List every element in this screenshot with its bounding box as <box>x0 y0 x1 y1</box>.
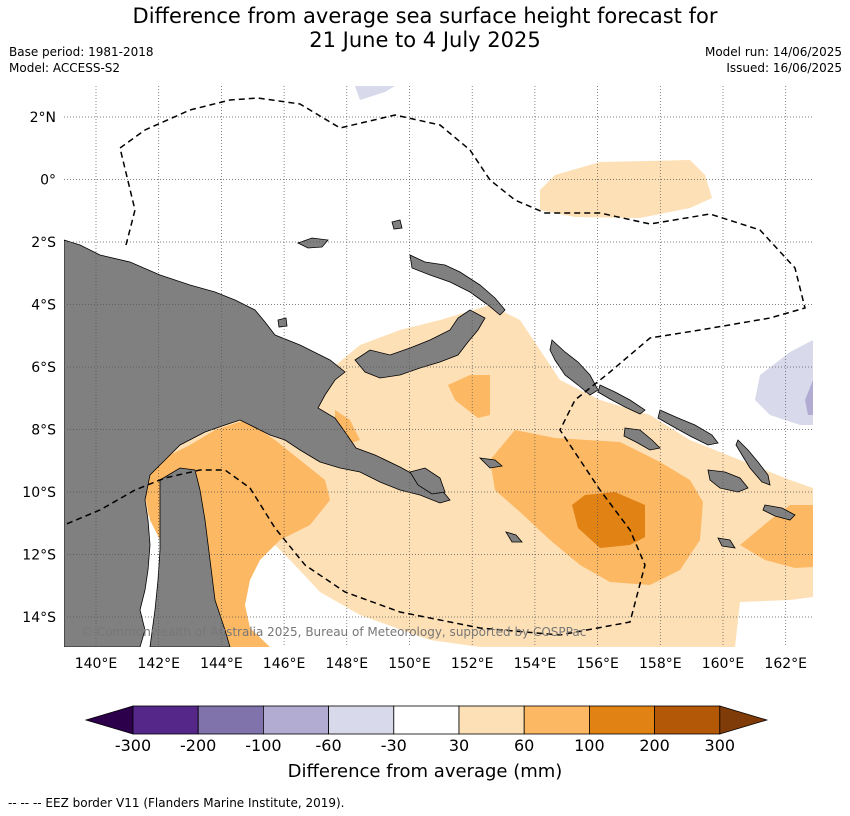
colorbar-tick-label: -30 <box>380 736 407 755</box>
eez-footnote: -- -- -- EEZ border V11 (Flanders Marine… <box>8 796 345 810</box>
colorbar-segment <box>458 705 525 735</box>
graticule <box>64 86 813 647</box>
colorbar-tick-label: 200 <box>639 736 670 755</box>
colorbar-tick-label: -60 <box>315 736 342 755</box>
new-guinea-landmass <box>64 239 451 647</box>
lat-tick-label: 6°S <box>31 360 56 376</box>
lon-tick-label: 158°E <box>639 656 682 672</box>
small-island-1 <box>391 219 403 230</box>
colorbar-tick-label: -100 <box>245 736 282 755</box>
colorbar-segment <box>654 705 721 735</box>
lon-tick-label: 142°E <box>137 656 180 672</box>
lon-tick-label: 154°E <box>514 656 557 672</box>
negative-anomaly-east <box>755 340 813 425</box>
colorbar-segment <box>132 705 199 735</box>
negative-anomaly-east-inner <box>805 380 813 415</box>
colorbar-tick-label: 300 <box>704 736 736 755</box>
lon-tick-label: 140°E <box>75 656 118 672</box>
lon-tick-label: 148°E <box>326 656 369 672</box>
model-run: Model run: 14/06/2025 <box>704 45 842 59</box>
positive-anomaly-core <box>572 492 645 548</box>
colorbar-segment <box>589 705 656 735</box>
negative-anomaly-north <box>355 86 395 100</box>
lat-tick-label: 2°N <box>30 110 56 126</box>
positive-anomaly-east <box>740 505 813 568</box>
small-island-3 <box>717 537 736 549</box>
new-britain-island <box>354 309 486 379</box>
louisiade-islands <box>478 457 503 469</box>
colorbar-tick-label: 100 <box>574 736 605 755</box>
copyright-notice: © Commonwealth of Australia 2025, Bureau… <box>81 625 587 639</box>
solomon-makira <box>762 504 796 521</box>
lon-tick-label: 146°E <box>263 656 306 672</box>
solomon-choiseul <box>597 384 646 415</box>
colorbar <box>84 705 769 735</box>
cape-york-landmass <box>149 467 231 647</box>
eez-border <box>63 97 806 636</box>
issued-date: Issued: 16/06/2025 <box>726 61 842 75</box>
lon-tick-label: 156°E <box>576 656 619 672</box>
solomon-malaita <box>735 439 771 486</box>
latitude-axis: 2°N 0° 2°S 4°S 6°S 8°S 10°S 12°S 14°S <box>22 110 56 626</box>
colorbar-tick-label: 30 <box>448 736 470 755</box>
lat-tick-label: 8°S <box>31 423 56 439</box>
colorbar-segment <box>393 705 460 735</box>
lat-tick-label: 4°S <box>31 298 56 314</box>
lat-tick-label: 10°S <box>22 485 56 501</box>
lat-tick-label: 0° <box>40 173 56 189</box>
colorbar-tick-label: 60 <box>514 736 535 755</box>
solomon-new-georgia <box>623 427 661 451</box>
lon-tick-label: 150°E <box>388 656 431 672</box>
colorbar-extend-low <box>84 705 134 735</box>
manus-island <box>296 237 329 249</box>
rossel-island <box>505 531 523 543</box>
map-area <box>64 86 813 647</box>
lon-tick-label: 160°E <box>702 656 745 672</box>
lat-tick-label: 2°S <box>31 235 56 251</box>
base-period: Base period: 1981-2018 <box>9 45 154 59</box>
lon-tick-label: 152°E <box>451 656 494 672</box>
colorbar-segment <box>328 705 395 735</box>
model-name: Model: ACCESS-S2 <box>9 61 121 75</box>
solomon-guadalcanal <box>707 469 749 493</box>
colorbar-segment <box>523 705 590 735</box>
longitude-axis: 140°E 142°E 144°E 146°E 148°E 150°E 152°E 154°E… <box>75 656 807 672</box>
lon-tick-label: 144°E <box>200 656 243 672</box>
colorbar-title: Difference from average (mm) <box>287 761 563 782</box>
colorbar-tick-label: -200 <box>180 736 217 755</box>
colorbar-segment <box>262 705 329 735</box>
bougainville-island <box>549 339 599 396</box>
positive-anomaly-north <box>540 160 712 218</box>
positive-anomaly-small <box>448 375 490 418</box>
lon-tick-label: 162°E <box>764 656 807 672</box>
title-line-2: 21 June to 4 July 2025 <box>309 28 541 52</box>
lat-tick-label: 14°S <box>22 610 56 626</box>
lat-tick-label: 12°S <box>22 548 56 564</box>
new-ireland-island <box>409 254 506 316</box>
small-island-2 <box>277 317 288 328</box>
colorbar-tick-label: -300 <box>114 736 152 755</box>
colorbar-segment <box>197 705 264 735</box>
colorbar-extend-high <box>719 705 769 735</box>
solomon-santa-isabel <box>657 409 719 446</box>
title-line-1: Difference from average sea surface heig… <box>132 4 718 28</box>
